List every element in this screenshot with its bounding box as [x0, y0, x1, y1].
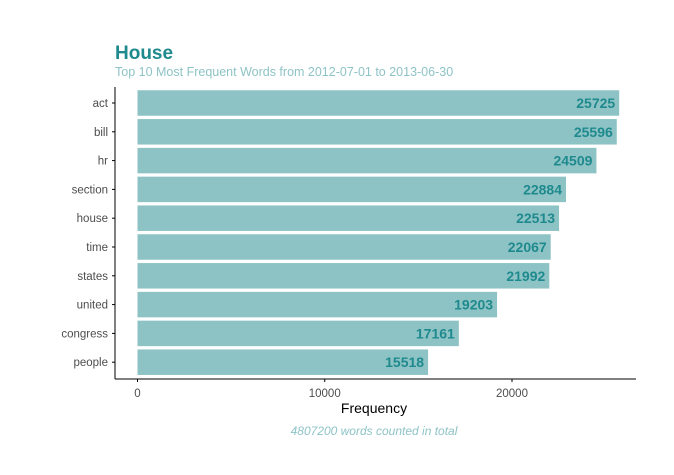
- y-tick-label-time: time: [86, 242, 108, 254]
- value-label-house: 22513: [516, 210, 555, 226]
- value-labels-layer: 25725 25596 24509 22884 22513 22067 21992 19203…: [385, 95, 615, 370]
- value-label-hr: 24509: [553, 153, 592, 169]
- chart-subtitle: Top 10 Most Frequent Words from 2012-07-…: [115, 65, 454, 79]
- bar-section: [137, 176, 567, 203]
- value-label-states: 21992: [506, 268, 545, 284]
- chart-title: House: [115, 43, 174, 64]
- value-label-bill: 25596: [574, 124, 613, 140]
- bar-act: [137, 90, 620, 116]
- value-label-section: 22884: [523, 181, 562, 197]
- x-axis-title: Frequency: [341, 400, 407, 416]
- bar-congress: [137, 320, 459, 347]
- y-tick-label-hr: hr: [98, 156, 108, 168]
- y-tick-label-act: act: [93, 98, 109, 110]
- bar-states: [137, 263, 550, 289]
- y-tick-label-united: united: [77, 300, 108, 312]
- x-tick-label-20000: 20000: [496, 388, 528, 400]
- y-tick-label-house: house: [77, 213, 108, 225]
- x-tick-label-10000: 10000: [309, 388, 341, 400]
- y-tick-label-section: section: [72, 184, 108, 196]
- value-label-people: 15518: [385, 354, 424, 370]
- bar-hr: [137, 147, 597, 174]
- bar-bill: [137, 119, 617, 145]
- chart-caption: 4807200 words counted in total: [290, 424, 458, 438]
- value-label-time: 22067: [508, 239, 547, 255]
- bar-united: [137, 291, 498, 318]
- value-label-congress: 17161: [416, 325, 455, 341]
- bar-people: [137, 349, 429, 375]
- x-tick-label-0: 0: [134, 388, 140, 400]
- y-tick-label-states: states: [77, 271, 108, 283]
- bar-house: [137, 205, 560, 231]
- y-tick-label-bill: bill: [94, 127, 108, 139]
- bars-layer: [137, 90, 620, 375]
- axes-layer: act bill hr section house time states united con…: [61, 87, 636, 400]
- value-label-act: 25725: [576, 95, 615, 111]
- bar-time: [137, 234, 551, 260]
- y-tick-label-congress: congress: [61, 328, 108, 340]
- value-label-united: 19203: [454, 297, 493, 313]
- y-tick-label-people: people: [73, 357, 108, 369]
